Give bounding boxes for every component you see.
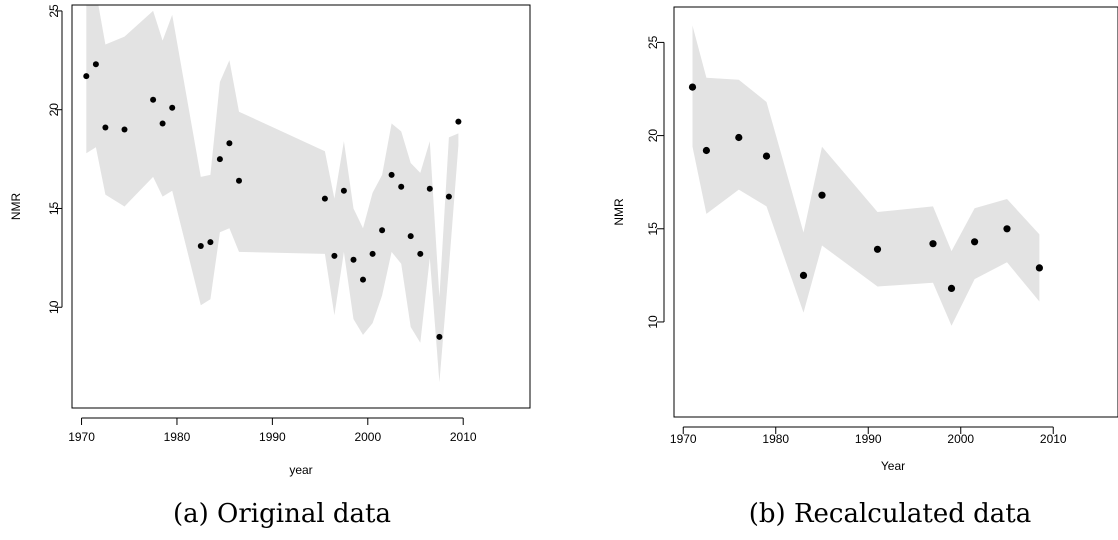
x-tick-label: 2010 [450, 430, 477, 444]
data-point [455, 118, 462, 125]
subfigure-caption: (b) Recalculated data [749, 499, 1032, 529]
data-point [236, 177, 242, 184]
data-point [407, 233, 414, 240]
x-tick-label: 1980 [762, 432, 789, 446]
y-tick-label: 10 [646, 315, 660, 329]
x-tick-label: 2010 [1040, 432, 1067, 446]
y-tick-label: 15 [47, 201, 61, 215]
plot-frame [71, 4, 531, 409]
data-point [379, 227, 386, 234]
x-tick-label: 1980 [164, 430, 191, 444]
y-tick-label: 15 [646, 222, 660, 236]
data-point [762, 152, 771, 160]
data-point [207, 239, 214, 246]
data-point [388, 171, 395, 178]
data-point [971, 238, 979, 246]
y-tick-label: 25 [47, 4, 61, 18]
data-point [197, 243, 204, 249]
data-point [350, 256, 357, 263]
confidence-band [86, 5, 459, 383]
x-tick-label: 1970 [68, 430, 95, 444]
data-point [331, 252, 338, 259]
y-axis-title: NMR [9, 193, 23, 221]
plot-frame [673, 6, 1118, 418]
x-axis-title: Year [881, 459, 905, 473]
x-tick-label: 2000 [947, 432, 974, 446]
x-tick-label: 2000 [354, 430, 381, 444]
data-point [226, 140, 233, 147]
data-point [426, 185, 433, 192]
data-point [702, 146, 711, 155]
data-point [159, 120, 166, 127]
data-point [929, 240, 937, 248]
y-tick-label: 10 [47, 300, 61, 314]
data-point [340, 187, 347, 194]
x-axis-title: year [289, 463, 312, 477]
y-tick-label: 20 [47, 103, 61, 117]
data-point [369, 250, 376, 257]
data-point [445, 193, 452, 200]
data-point [92, 61, 99, 68]
data-point [321, 195, 328, 202]
data-point [169, 104, 176, 111]
data-point [83, 73, 90, 80]
data-point [688, 83, 697, 91]
data-point [799, 271, 808, 279]
data-point [102, 124, 109, 131]
data-point [216, 156, 223, 163]
data-point [398, 183, 405, 190]
data-point [818, 191, 826, 199]
data-point [360, 276, 366, 283]
data-point [947, 284, 956, 292]
data-point [417, 250, 424, 257]
confidence-band [692, 25, 1040, 326]
subfigure-caption: (a) Original data [173, 499, 391, 529]
data-point [873, 245, 882, 253]
data-point [1003, 225, 1011, 233]
x-tick-label: 1990 [259, 430, 286, 444]
y-tick-label: 25 [646, 35, 660, 49]
y-axis-title: NMR [612, 198, 626, 226]
x-tick-label: 1970 [670, 432, 697, 446]
data-point [436, 333, 443, 340]
x-tick-label: 1990 [855, 432, 882, 446]
data-point [1035, 264, 1043, 272]
data-point [735, 133, 743, 142]
y-tick-label: 20 [646, 129, 660, 143]
data-point [121, 126, 128, 133]
data-point [150, 96, 157, 103]
